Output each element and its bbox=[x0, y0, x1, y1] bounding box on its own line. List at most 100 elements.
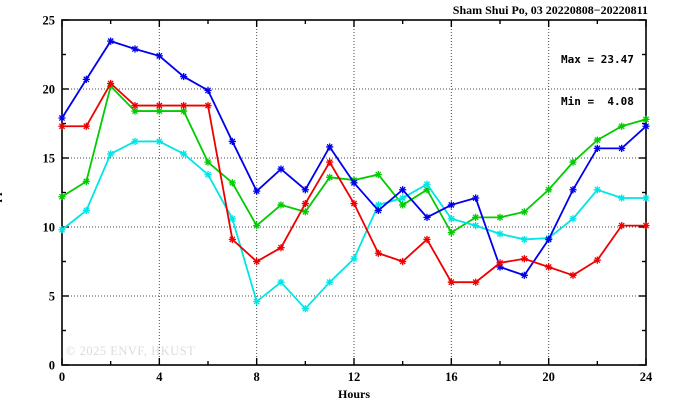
data-point-marker bbox=[82, 122, 90, 130]
data-point-marker bbox=[155, 107, 163, 115]
x-axis-label: Hours bbox=[337, 387, 371, 401]
data-point-marker bbox=[58, 122, 66, 130]
data-point-marker bbox=[253, 297, 261, 306]
y-tick-label: 15 bbox=[43, 152, 56, 166]
data-point-marker bbox=[496, 230, 504, 238]
data-point-marker bbox=[593, 256, 601, 264]
series-green-line bbox=[61, 84, 647, 234]
maxmin-annotation: Max = 23.47 Min = 4.08 bbox=[561, 25, 634, 137]
series-cyan-line bbox=[61, 140, 646, 311]
data-point-marker bbox=[545, 186, 553, 194]
x-tick-label: 20 bbox=[542, 370, 555, 384]
data-point-marker bbox=[155, 137, 163, 146]
data-point-marker bbox=[253, 187, 261, 195]
data-point-marker bbox=[301, 199, 309, 208]
data-point-marker bbox=[131, 101, 139, 110]
data-point-marker bbox=[180, 107, 188, 115]
data-point-marker bbox=[447, 228, 455, 237]
data-point-marker bbox=[423, 180, 431, 188]
data-point-marker bbox=[642, 222, 650, 230]
data-point-marker bbox=[374, 201, 382, 209]
data-point-marker bbox=[642, 122, 650, 130]
page-title: Sham Shui Po, 03 20220808−20220811 bbox=[452, 3, 648, 17]
x-tick-label: 16 bbox=[445, 370, 458, 384]
data-point-marker bbox=[107, 37, 115, 45]
x-tick-label: 8 bbox=[254, 370, 260, 384]
data-point-marker bbox=[520, 235, 528, 244]
data-point-marker bbox=[204, 101, 212, 110]
data-point-marker bbox=[204, 158, 212, 166]
data-point-marker bbox=[277, 278, 285, 286]
data-point-marker bbox=[642, 194, 650, 202]
data-point-marker bbox=[569, 158, 577, 166]
data-point-marker bbox=[447, 278, 455, 286]
data-point-marker bbox=[228, 179, 236, 187]
data-point-marker bbox=[618, 122, 626, 130]
data-point-marker bbox=[642, 115, 650, 123]
data-point-marker bbox=[277, 165, 285, 173]
data-point-marker bbox=[301, 186, 309, 194]
data-point-marker bbox=[423, 235, 431, 244]
y-tick-label: 20 bbox=[43, 83, 56, 97]
data-point-marker bbox=[618, 222, 626, 230]
y-tick-label: 25 bbox=[43, 14, 56, 28]
data-point-marker bbox=[399, 194, 407, 202]
data-point-marker bbox=[180, 101, 188, 110]
data-point-marker bbox=[447, 201, 455, 209]
data-point-marker bbox=[82, 206, 90, 215]
data-point-marker bbox=[82, 75, 90, 83]
data-point-marker bbox=[326, 158, 334, 166]
data-point-marker bbox=[82, 177, 90, 186]
data-point-marker bbox=[58, 193, 66, 201]
data-point-marker bbox=[545, 235, 553, 244]
data-point-marker bbox=[301, 305, 309, 313]
data-point-marker bbox=[399, 186, 407, 194]
data-point-marker bbox=[472, 278, 480, 286]
data-point-marker bbox=[472, 222, 480, 230]
x-tick-label: 12 bbox=[348, 370, 361, 384]
max-label: Max = 23.47 bbox=[561, 53, 634, 66]
data-point-marker bbox=[204, 86, 212, 94]
y-tick-label: 5 bbox=[49, 290, 55, 304]
data-point-marker bbox=[593, 144, 601, 152]
data-point-marker bbox=[350, 255, 358, 263]
data-point-marker bbox=[326, 278, 334, 286]
data-point-marker bbox=[545, 263, 553, 271]
data-point-marker bbox=[496, 259, 504, 267]
watermark: © 2025 ENVF, HKUST bbox=[66, 344, 196, 358]
y-axis-label: ppb bbox=[0, 182, 3, 203]
data-point-marker bbox=[569, 215, 577, 223]
data-point-marker bbox=[180, 150, 188, 158]
gridlines bbox=[62, 20, 646, 365]
data-point-marker bbox=[131, 137, 139, 146]
min-label: Min = 4.08 bbox=[561, 95, 634, 108]
data-point-marker bbox=[496, 213, 504, 221]
data-point-marker bbox=[350, 179, 358, 187]
data-point-marker bbox=[447, 215, 455, 223]
plot-border bbox=[61, 19, 647, 366]
data-point-marker bbox=[58, 114, 66, 122]
data-point-marker bbox=[520, 271, 528, 279]
x-tick-label: 24 bbox=[640, 370, 653, 384]
series-red bbox=[58, 79, 650, 286]
data-point-marker bbox=[326, 173, 334, 181]
tick-labels: 0 4 8 12 16 20 24 0 5 10 15 20 25 bbox=[43, 14, 654, 385]
data-point-marker bbox=[423, 213, 431, 221]
data-point-marker bbox=[301, 208, 309, 216]
y-tick-label: 10 bbox=[43, 221, 56, 235]
data-point-marker bbox=[593, 136, 601, 144]
x-tick-label: 4 bbox=[156, 370, 163, 384]
data-point-marker bbox=[593, 186, 601, 194]
data-point-marker bbox=[326, 143, 334, 151]
data-point-marker bbox=[374, 206, 382, 215]
data-point-marker bbox=[374, 170, 382, 179]
data-point-marker bbox=[228, 137, 236, 146]
data-point-marker bbox=[618, 144, 626, 152]
data-point-marker bbox=[496, 263, 504, 271]
data-point-marker bbox=[569, 271, 577, 279]
data-point-marker bbox=[155, 52, 163, 60]
data-point-marker bbox=[155, 101, 163, 110]
y-tick-label: 0 bbox=[49, 359, 55, 373]
